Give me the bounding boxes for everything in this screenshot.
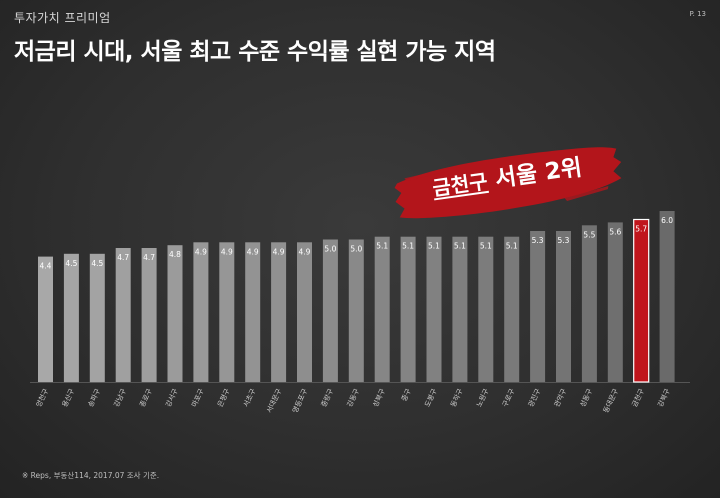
- x-tick-label: 중구: [400, 387, 413, 403]
- bar-value-label: 5.0: [324, 245, 336, 254]
- x-tick-label: 동작구: [448, 387, 465, 409]
- x-tick-label: 송파구: [86, 387, 103, 409]
- bar-마포구: [193, 242, 209, 382]
- highlight-banner: 금천구 서울 2위: [389, 134, 628, 232]
- x-tick-label: 영등포구: [290, 387, 309, 415]
- bar-송파구: [89, 253, 105, 383]
- bar-value-label: 5.0: [350, 245, 362, 254]
- bar-도봉구: [426, 236, 442, 382]
- bar-value-label: 5.1: [454, 242, 466, 251]
- bar-value-label: 5.6: [609, 227, 621, 236]
- bar-value-label: 5.1: [428, 242, 440, 251]
- bar-value-label: 4.7: [143, 253, 155, 262]
- brush-stroke-shape: [394, 147, 622, 219]
- bar-용산구: [63, 253, 79, 383]
- bar-양천구: [38, 256, 53, 382]
- x-tick-label: 광진구: [526, 387, 543, 409]
- section-label: 투자가치 프리미엄: [14, 11, 111, 25]
- page-title: 저금리 시대, 서울 최고 수준 수익률 실현 가능 지역: [14, 39, 496, 65]
- x-tick-label: 강북구: [656, 387, 673, 409]
- bar-value-label: 4.9: [221, 247, 233, 256]
- x-tick-label: 성북구: [371, 387, 388, 409]
- bar-value-label: 5.1: [376, 242, 388, 251]
- bar-노원구: [478, 236, 494, 382]
- bar-value-label: 5.3: [558, 236, 570, 245]
- bar-중랑구: [322, 239, 338, 382]
- bar-value-label: 5.1: [480, 242, 492, 251]
- bar-성북구: [374, 236, 390, 382]
- x-tick-label: 노원구: [474, 387, 491, 409]
- bar-강서구: [167, 245, 183, 382]
- page-number: P. 13: [689, 10, 707, 18]
- x-tick-label: 구로구: [501, 387, 517, 408]
- bar-value-label: 4.9: [195, 247, 207, 256]
- bar-종로구: [141, 248, 157, 382]
- bar-value-label: 4.4: [40, 262, 52, 271]
- bar-영등포구: [297, 242, 312, 382]
- bar-서초구: [245, 242, 261, 382]
- bar-강남구: [115, 248, 131, 382]
- banner-highlight-text: 금천구: [431, 168, 490, 201]
- x-tick-label: 중랑구: [320, 387, 336, 408]
- bar-value-label: 4.5: [65, 259, 77, 268]
- bar-value-label: 5.1: [402, 242, 414, 251]
- bar-은평구: [219, 242, 235, 382]
- bar-강북구: [659, 211, 675, 382]
- source-note: ※ Reps, 부동산114, 2017.07 조사 기준.: [22, 471, 160, 480]
- bar-value-label: 4.7: [117, 253, 129, 262]
- bar-value-label: 4.9: [273, 247, 285, 256]
- x-tick-label: 강동구: [345, 387, 362, 409]
- bar-동대문구: [607, 222, 623, 382]
- bar-value-label: 4.9: [247, 247, 259, 256]
- bar-관악구: [556, 231, 571, 382]
- x-tick-label: 서초구: [241, 387, 258, 409]
- bar-금천구: [633, 218, 650, 383]
- bar-value-label: 4.9: [299, 247, 311, 256]
- x-tick-label: 성동구: [578, 387, 595, 409]
- x-tick-label: 마포구: [189, 387, 206, 409]
- bar-서대문구: [271, 242, 287, 382]
- bar-value-label: 4.5: [91, 259, 103, 268]
- x-tick-label: 금천구: [630, 387, 647, 409]
- x-tick-label: 용산구: [60, 387, 77, 409]
- bar-value-label: 4.8: [169, 250, 181, 259]
- x-tick-label: 종로구: [138, 387, 154, 408]
- x-tick-label: 도봉구: [423, 387, 439, 408]
- x-tick-label: 양천구: [34, 387, 51, 409]
- x-tick-label: 관악구: [552, 387, 569, 409]
- bar-value-label: 5.7: [635, 225, 647, 234]
- bar-동작구: [452, 236, 468, 382]
- bar-value-label: 5.1: [506, 242, 518, 251]
- x-tick-label: 은평구: [215, 387, 232, 409]
- bar-중구: [400, 236, 416, 382]
- bar-value-label: 5.3: [532, 236, 544, 245]
- bar-성동구: [581, 225, 597, 383]
- x-tick-label: 강남구: [112, 387, 129, 409]
- x-tick-label: 서대문구: [264, 387, 283, 415]
- x-tick-label: 동대문구: [602, 387, 620, 414]
- bar-광진구: [530, 231, 546, 382]
- bar-강동구: [348, 239, 364, 382]
- bar-구로구: [504, 236, 520, 382]
- bar-value-label: 6.0: [661, 216, 673, 225]
- bar-value-label: 5.5: [583, 230, 595, 239]
- x-tick-label: 강서구: [163, 387, 180, 409]
